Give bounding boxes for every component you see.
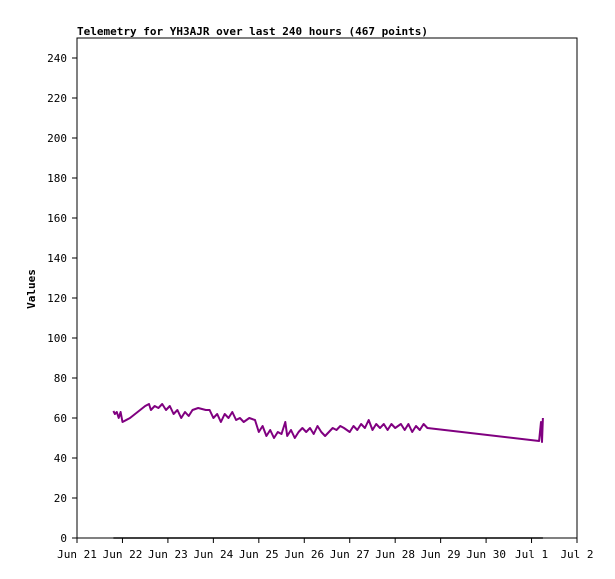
x-tick-label: Jun 27: [330, 548, 370, 561]
x-tick-label: Jun 25: [239, 548, 279, 561]
x-tick-label: Jun 29: [421, 548, 461, 561]
x-tick-label: Jun 23: [148, 548, 188, 561]
y-tick-label: 20: [54, 492, 67, 505]
chart-title: Telemetry for YH3AJR over last 240 hours…: [77, 25, 428, 38]
x-tick-label: Jun 24: [193, 548, 233, 561]
x-tick-label: Jun 21: [57, 548, 97, 561]
y-tick-label: 60: [54, 412, 67, 425]
series-line-1: [112, 403, 544, 443]
y-axis: 0 20 40 60 80 100 120 140 160 180 200 220 240: [47, 52, 77, 545]
y-tick-label: 80: [54, 372, 67, 385]
y-tick-label: 160: [47, 212, 67, 225]
y-tick-label: 100: [47, 332, 67, 345]
y-axis-label: Values: [25, 269, 38, 309]
x-tick-label: Jun 22: [103, 548, 143, 561]
y-tick-label: 120: [47, 292, 67, 305]
y-tick-label: 200: [47, 132, 67, 145]
y-tick-label: 40: [54, 452, 67, 465]
y-tick-label: 0: [60, 532, 67, 545]
x-tick-label: Jul 2: [560, 548, 593, 561]
plot-frame: [76, 37, 578, 539]
y-tick-label: 240: [47, 52, 67, 65]
y-tick-label: 220: [47, 92, 67, 105]
y-tick-label: 180: [47, 172, 67, 185]
x-tick-label: Jun 30: [466, 548, 506, 561]
x-tick-label: Jun 28: [375, 548, 415, 561]
x-tick-label: Jul 1: [515, 548, 548, 561]
x-tick-label: Jun 26: [284, 548, 324, 561]
x-axis: Jun 21 Jun 22 Jun 23 Jun 24 Jun 25 Jun 26 Jun …: [57, 538, 594, 561]
series-layer: [112, 403, 544, 539]
y-tick-label: 140: [47, 252, 67, 265]
